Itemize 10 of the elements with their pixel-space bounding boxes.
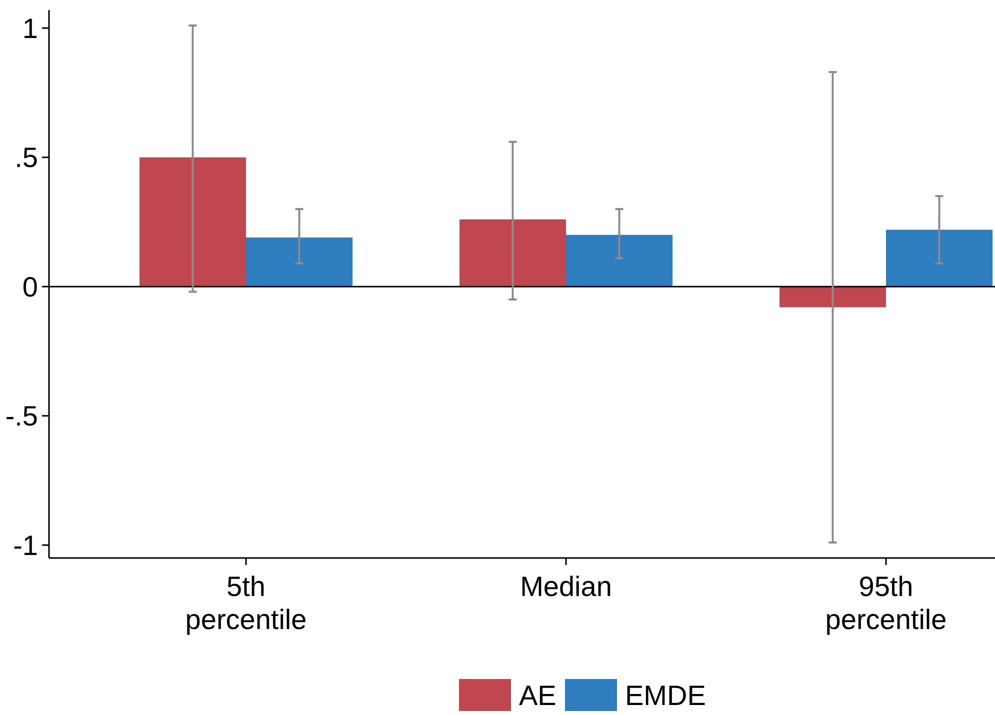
- y-tick-label: 0: [22, 271, 38, 302]
- y-tick-label: 1: [22, 12, 38, 44]
- legend-label: AE: [519, 680, 556, 711]
- x-tick-label: 95th percentile: [825, 571, 947, 635]
- legend-label: EMDE: [625, 680, 706, 711]
- x-tick-label: Median: [520, 571, 612, 602]
- x-tick-label: 5th percentile: [185, 571, 307, 635]
- y-tick-label: .5: [14, 142, 38, 174]
- y-tick-label: -.5: [5, 400, 38, 432]
- y-tick-label: -1: [13, 530, 38, 561]
